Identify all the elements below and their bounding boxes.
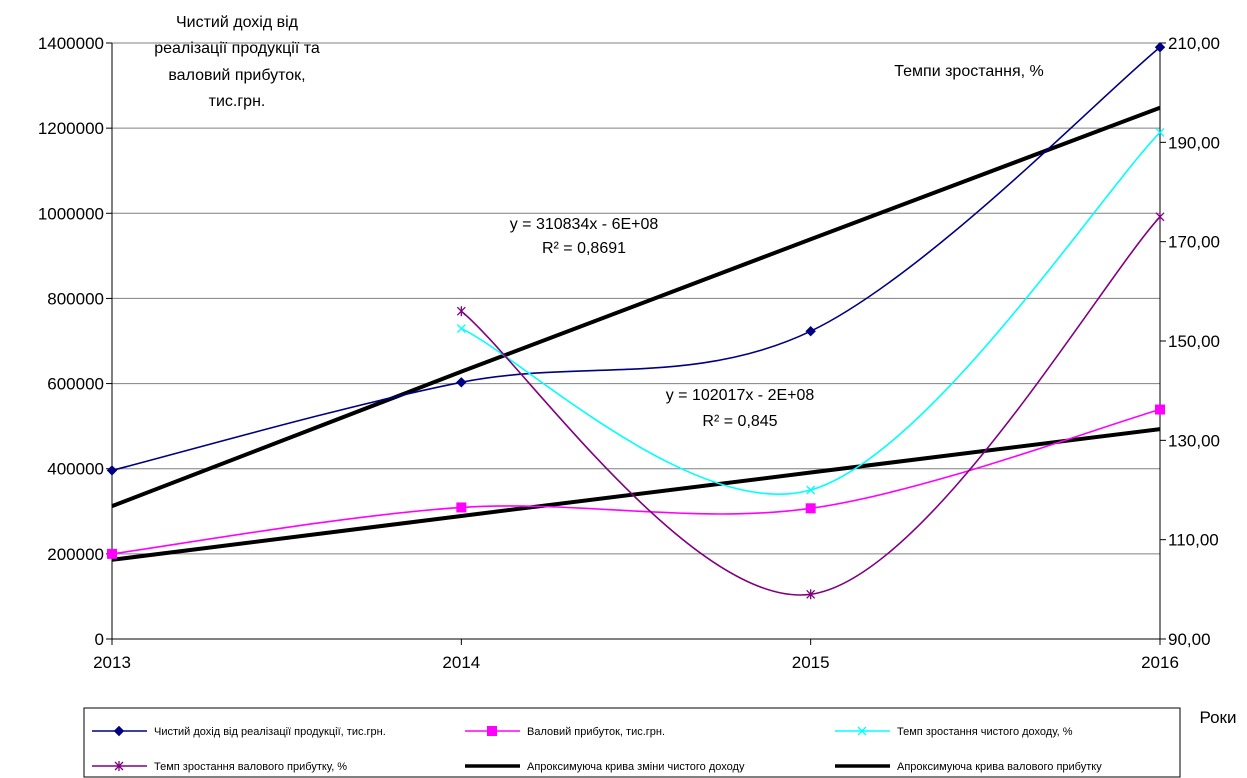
left-axis-tick-label: 0 bbox=[95, 630, 104, 649]
left-axis-title-line-3: валовий прибуток, bbox=[168, 67, 305, 84]
trend-r2-revenue: R² = 0,8691 bbox=[542, 240, 626, 257]
left-axis-tick-label: 1000000 bbox=[38, 204, 104, 223]
legend-item: Темп зростання валового прибутку, % bbox=[92, 761, 347, 773]
x-axis-tick-label: 2016 bbox=[1141, 653, 1179, 672]
right-axis-tick-label: 210,00 bbox=[1168, 34, 1220, 53]
series-2-point bbox=[806, 485, 816, 495]
series-1-line bbox=[111, 408, 1161, 555]
series-2-point bbox=[1155, 127, 1165, 137]
series-0-point bbox=[805, 326, 816, 337]
right-axis-tick-label: 150,00 bbox=[1168, 332, 1220, 351]
left-axis-tick-label: 400000 bbox=[47, 460, 104, 479]
series-0-point bbox=[106, 465, 118, 476]
x-axis-label: Роки bbox=[1200, 708, 1237, 727]
plot-area bbox=[106, 42, 1166, 600]
legend-label: Валовий прибуток, тис.грн. bbox=[527, 726, 665, 738]
trend-equation-revenue: y = 310834x - 6E+08 bbox=[510, 216, 659, 233]
legend-item: Апроксимуюча крива зміни чистого доходу bbox=[465, 761, 745, 773]
series-0-line bbox=[111, 46, 1161, 472]
series-3-point bbox=[1155, 211, 1165, 222]
legend-swatch-marker bbox=[113, 725, 125, 737]
gridlines bbox=[112, 42, 1160, 555]
legend-label: Апроксимуюча крива зміни чистого доходу bbox=[527, 761, 745, 773]
legend-item: Чистий дохід від реалізації продукції, т… bbox=[92, 725, 386, 738]
legend: Чистий дохід від реалізації продукції, т… bbox=[83, 707, 1181, 778]
legend-label: Чистий дохід від реалізації продукції, т… bbox=[154, 726, 386, 738]
left-axis-title-line-4: тис.грн. bbox=[209, 93, 266, 110]
left-axis-title-line-1: Чистий дохід від bbox=[176, 14, 299, 31]
series-0-point bbox=[456, 377, 467, 388]
left-axis-tick-label: 600000 bbox=[47, 375, 104, 394]
series-1-point bbox=[1155, 404, 1165, 415]
x-axis-tick-label: 2014 bbox=[442, 653, 480, 672]
right-axis-tick-label: 170,00 bbox=[1168, 233, 1220, 252]
right-axis-tick-label: 110,00 bbox=[1168, 531, 1219, 550]
series-2-point bbox=[456, 324, 466, 334]
left-axis-tick-label: 1200000 bbox=[38, 119, 104, 138]
legend-swatch-marker bbox=[114, 761, 124, 771]
right-axis-tick-label: 190,00 bbox=[1168, 133, 1220, 152]
legend-swatch-marker bbox=[487, 726, 497, 736]
legend-swatch-marker bbox=[857, 726, 867, 736]
series-1-point bbox=[456, 502, 467, 513]
left-axis-tick-label: 200000 bbox=[47, 545, 104, 564]
right-axis-tick-label: 90,00 bbox=[1168, 630, 1211, 649]
axes: 0 200000 400000 600000 800000 1000000 1200000 1… bbox=[38, 34, 1220, 672]
series-1-point bbox=[107, 548, 117, 559]
series-1-point bbox=[805, 503, 816, 514]
left-axis-tick-label: 800000 bbox=[47, 289, 104, 308]
series-0-point bbox=[1154, 42, 1166, 53]
series-3-line bbox=[460, 216, 1161, 596]
trend-equation-profit: y = 102017x - 2E+08 bbox=[666, 387, 815, 404]
legend-label: Темп зростання валового прибутку, % bbox=[154, 761, 347, 773]
right-axis-title: Темпи зростання, % bbox=[894, 63, 1043, 80]
trend-r2-profit: R² = 0,845 bbox=[702, 413, 777, 430]
series-3-point bbox=[456, 306, 466, 317]
series-3-point bbox=[806, 589, 816, 600]
right-axis-tick-label: 130,00 bbox=[1168, 431, 1220, 450]
legend-item: Апроксимуюча крива валового прибутку bbox=[835, 761, 1102, 773]
legend-item: Валовий прибуток, тис.грн. bbox=[465, 726, 665, 738]
legend-label: Темп зростання чистого доходу, % bbox=[897, 726, 1073, 738]
legend-label: Апроксимуюча крива валового прибутку bbox=[897, 761, 1102, 773]
left-axis-title-line-2: реалізації продукції та bbox=[154, 40, 320, 57]
legend-item: Темп зростання чистого доходу, % bbox=[835, 726, 1073, 738]
x-axis-tick-label: 2015 bbox=[792, 653, 830, 672]
series-4-trendline bbox=[111, 105, 1161, 509]
series-2-line bbox=[460, 131, 1161, 495]
left-axis-tick-label: 1400000 bbox=[38, 34, 104, 53]
x-axis-tick-label: 2013 bbox=[93, 653, 131, 672]
series-5-trendline bbox=[111, 427, 1161, 562]
legend-box bbox=[83, 707, 1181, 778]
